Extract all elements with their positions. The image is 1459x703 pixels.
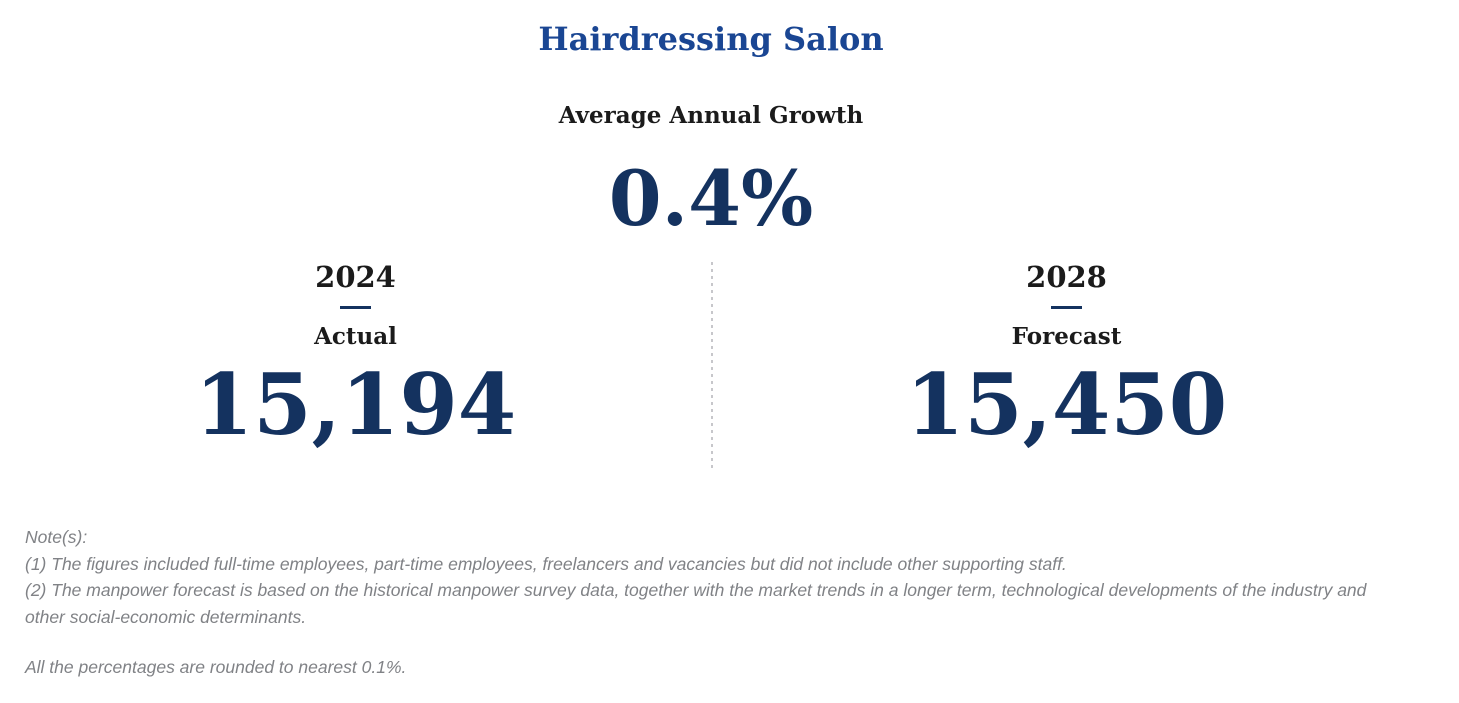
actual-manpower-value: 15,194 (194, 355, 517, 454)
growth-section: Average Annual Growth 0.4% (0, 102, 1422, 242)
dotted-divider (711, 262, 713, 470)
growth-label: Average Annual Growth (558, 102, 864, 129)
growth-value: 0.4% (608, 154, 814, 243)
actual-type-label: Actual (314, 323, 397, 350)
forecast-type-label: Forecast (1011, 323, 1122, 350)
forecast-year-underline (1051, 306, 1082, 309)
forecast-column: 2028 Forecast 15,450 (711, 260, 1422, 472)
actual-year-underline (340, 306, 371, 309)
notes-footer: All the percentages are rounded to neare… (25, 657, 407, 677)
year-columns: 2024 Actual 15,194 2028 Forecast 15,450 (0, 260, 1422, 472)
note-item-2: (2) The manpower forecast is based on th… (25, 580, 1367, 627)
note-item-1: (1) The figures included full-time emplo… (25, 553, 1067, 574)
notes-section: Note(s): (1) The figures included full-t… (0, 524, 1395, 681)
actual-column: 2024 Actual 15,194 (0, 260, 711, 472)
actual-year-label: 2024 (315, 260, 396, 294)
manpower-stat-card: Hairdressing Salon Average Annual Growth… (0, 20, 1422, 681)
forecast-manpower-value: 15,450 (905, 355, 1228, 454)
page-title: Hairdressing Salon (538, 20, 884, 58)
notes-heading: Note(s): (25, 527, 88, 547)
forecast-year-label: 2028 (1026, 260, 1107, 294)
